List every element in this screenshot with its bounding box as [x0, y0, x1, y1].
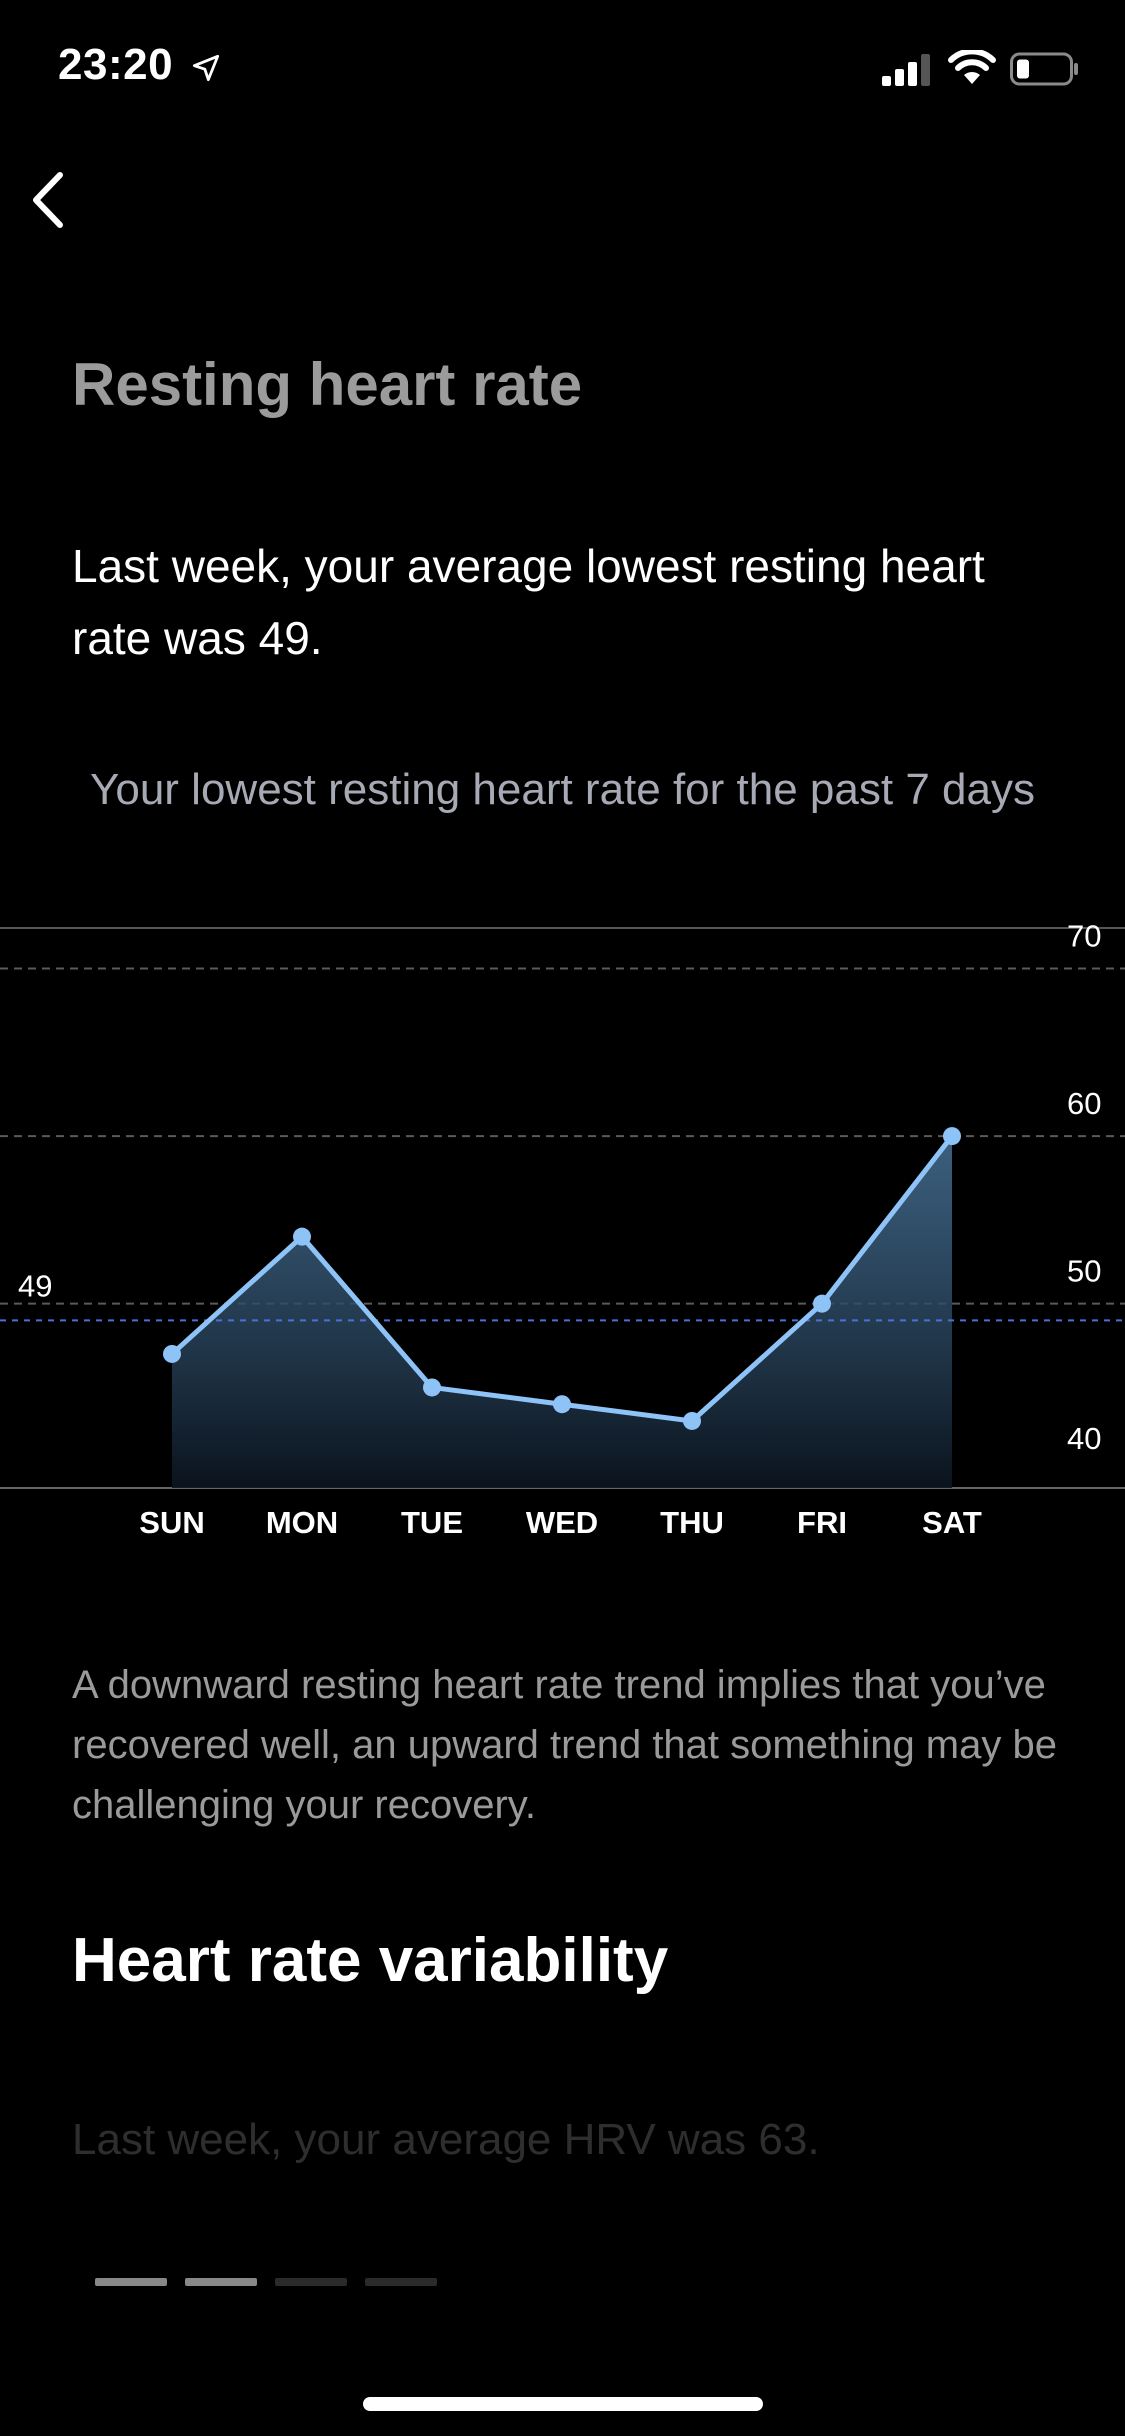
page-indicator-dash — [275, 2278, 347, 2286]
status-bar: 23:20 — [0, 0, 1125, 140]
location-arrow-icon — [192, 54, 220, 82]
x-tick-label: WED — [526, 1505, 598, 1540]
x-tick-label: SAT — [922, 1505, 982, 1540]
trend-description: A downward resting heart rate trend impl… — [72, 1663, 1057, 1827]
x-tick-label: FRI — [797, 1505, 847, 1540]
x-tick-label: TUE — [401, 1505, 463, 1540]
chart-area-fill — [172, 1136, 952, 1488]
page-title: Resting heart rate — [72, 351, 583, 418]
x-tick-label: MON — [266, 1505, 338, 1540]
battery-icon — [1010, 52, 1078, 86]
status-time: 23:20 — [58, 40, 174, 89]
data-point — [683, 1411, 701, 1430]
wifi-icon — [948, 50, 996, 84]
average-label: 49 — [18, 1268, 52, 1303]
y-tick-label: 50 — [1067, 1254, 1101, 1289]
y-tick-label: 70 — [1067, 925, 1101, 954]
cellular-signal-icon — [882, 54, 930, 86]
hrv-summary-text: Last week, your average HRV was 63. — [72, 2115, 820, 2164]
x-tick-label: THU — [660, 1505, 724, 1540]
data-point — [553, 1395, 571, 1414]
section-title-hrv: Heart rate variability — [72, 1926, 669, 1995]
page-indicator — [95, 2278, 437, 2286]
page-indicator-dash — [185, 2278, 257, 2286]
y-tick-label: 40 — [1067, 1421, 1101, 1456]
y-tick-label: 60 — [1067, 1086, 1101, 1121]
data-point — [423, 1378, 441, 1397]
data-point — [163, 1344, 181, 1363]
page-indicator-dash — [95, 2278, 167, 2286]
summary-text: Last week, your average lowest resting h… — [72, 540, 985, 664]
x-tick-label: SUN — [139, 1505, 204, 1540]
back-chevron-icon[interactable] — [20, 165, 80, 235]
home-indicator[interactable] — [363, 2397, 763, 2411]
chart-grid — [0, 967, 1125, 1305]
data-point — [813, 1294, 831, 1313]
resting-heart-rate-chart: 40 50 60 70 SUN MON TUE WED THU FRI SAT 49 — [0, 925, 1125, 1540]
page-indicator-dash — [365, 2278, 437, 2286]
data-point — [293, 1227, 311, 1246]
chart-title: Your lowest resting heart rate for the p… — [90, 765, 1035, 814]
data-point — [943, 1127, 961, 1146]
